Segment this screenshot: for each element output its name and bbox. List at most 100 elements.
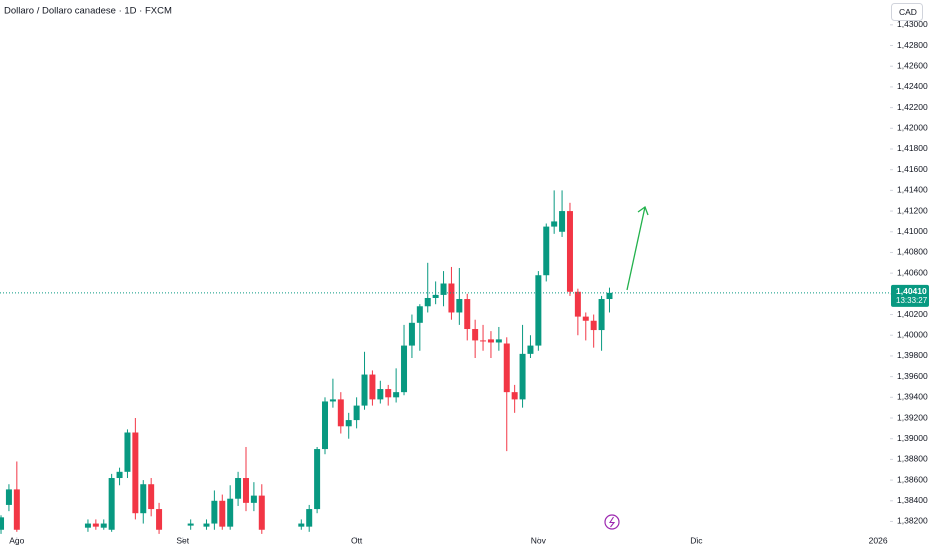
candle-body	[314, 449, 321, 510]
candle-body	[606, 292, 613, 300]
y-tick-label: 1,43000	[897, 19, 928, 29]
candle-body	[306, 509, 313, 527]
event-icon-bolt	[608, 516, 616, 528]
candle-body	[559, 211, 566, 232]
candle-body	[156, 509, 163, 530]
last-price-label: 1,40410	[896, 286, 927, 296]
candle-body	[84, 523, 91, 528]
chart-title: Dollaro / Dollaro canadese · 1D · FXCM	[4, 6, 172, 17]
x-tick-label: Ott	[351, 535, 363, 545]
candle-body	[345, 420, 352, 427]
candle-body	[187, 523, 194, 526]
candle-body	[337, 399, 344, 427]
candle-body	[322, 401, 329, 450]
candle-body	[574, 291, 581, 317]
candle-body	[92, 523, 99, 527]
y-tick-label: 1,38600	[897, 474, 928, 484]
y-tick-label: 1,42600	[897, 60, 928, 70]
candle-body	[298, 523, 305, 527]
candle-body	[385, 389, 392, 398]
candle-body	[5, 489, 12, 505]
y-tick-label: 1,39800	[897, 350, 928, 360]
candle-body	[416, 306, 423, 323]
x-tick-label: Dic	[690, 535, 703, 545]
candle-body	[551, 221, 558, 227]
candle-body	[211, 500, 218, 524]
y-tick-label: 1,39600	[897, 371, 928, 381]
candle-body	[100, 523, 107, 528]
candle-body	[464, 299, 471, 330]
candle-body	[0, 517, 5, 530]
candle-body	[543, 226, 550, 276]
candle-body	[519, 353, 526, 400]
candle-body	[124, 432, 131, 472]
y-tick-label: 1,41000	[897, 226, 928, 236]
y-tick-label: 1,39000	[897, 433, 928, 443]
candle-body	[503, 343, 510, 393]
y-tick-label: 1,42200	[897, 102, 928, 112]
y-tick-label: 1,40800	[897, 247, 928, 257]
candle-body	[401, 345, 408, 393]
candle-body	[242, 478, 249, 503]
y-tick-label: 1,41600	[897, 164, 928, 174]
candle-body	[393, 392, 400, 398]
y-tick-label: 1,40200	[897, 309, 928, 319]
currency[interactable]: CAD	[899, 7, 917, 17]
y-tick-label: 1,42000	[897, 123, 928, 133]
y-tick-label: 1,41800	[897, 143, 928, 153]
candle-body	[472, 329, 479, 341]
candle-body	[148, 484, 155, 510]
arrow-annotation	[626, 206, 646, 291]
countdown: 13:33:27	[896, 296, 928, 305]
y-tick-label: 1,39400	[897, 392, 928, 402]
candle-body	[456, 299, 463, 313]
candle-body	[353, 405, 360, 421]
y-tick-label: 1,42400	[897, 81, 928, 91]
currency-box[interactable]	[891, 3, 923, 21]
y-tick-label: 1,42800	[897, 40, 928, 50]
candle-body	[424, 297, 431, 307]
candle-body	[408, 322, 415, 346]
candle-body	[598, 299, 605, 331]
candle-body	[369, 374, 376, 400]
candle-body	[582, 316, 589, 321]
x-tick-label: 2026	[869, 535, 888, 545]
candle-body	[566, 211, 573, 292]
candle-body	[140, 484, 147, 514]
candle-body	[132, 432, 139, 514]
y-tick-label: 1,38200	[897, 516, 928, 526]
candle-body	[329, 399, 336, 402]
candle-body	[495, 339, 502, 343]
candle-body	[511, 392, 518, 400]
candle-body	[108, 478, 115, 530]
y-tick-label: 1,40000	[897, 329, 928, 339]
y-tick-label: 1,38800	[897, 454, 928, 464]
y-tick-label: 1,40600	[897, 267, 928, 277]
candle-body	[590, 320, 597, 331]
candle-body	[258, 495, 265, 530]
last-price-box	[891, 284, 929, 307]
candle-body	[432, 294, 439, 298]
y-tick-label: 1,38400	[897, 495, 928, 505]
x-tick-label: Set	[176, 535, 189, 545]
candle-body	[13, 489, 20, 530]
y-tick-label: 1,39200	[897, 412, 928, 422]
candle-body	[250, 495, 257, 503]
y-tick-label: 1,41400	[897, 185, 928, 195]
arrow-head	[637, 205, 649, 216]
candle-body	[116, 471, 123, 479]
candle-body	[448, 283, 455, 313]
candle-body	[535, 275, 542, 346]
candle-body	[527, 345, 534, 354]
candle-body	[487, 339, 494, 343]
candle-body	[361, 374, 368, 406]
candle-body	[227, 498, 234, 527]
x-tick-label: Nov	[531, 535, 547, 545]
candle-body	[219, 500, 226, 527]
candle-body	[440, 283, 447, 295]
candle-body	[235, 478, 242, 499]
candle-body	[480, 340, 487, 342]
candle-body	[203, 523, 210, 527]
